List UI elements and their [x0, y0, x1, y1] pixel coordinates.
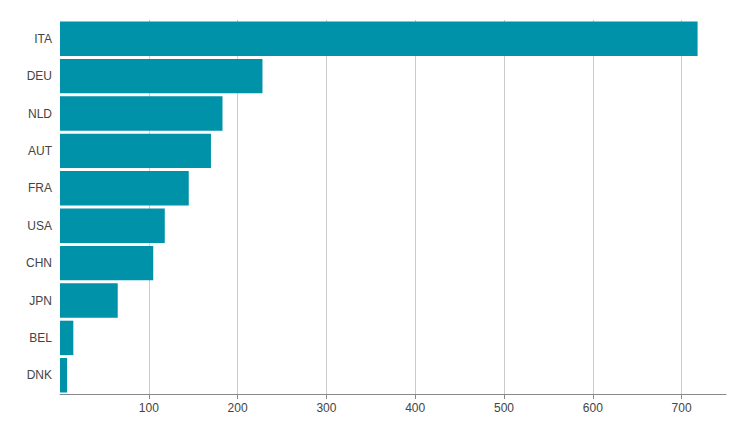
svg-text:700: 700: [672, 401, 692, 415]
svg-text:DEU: DEU: [27, 69, 52, 83]
svg-text:200: 200: [228, 401, 248, 415]
svg-text:600: 600: [583, 401, 603, 415]
svg-text:DNK: DNK: [27, 368, 52, 382]
svg-text:ITA: ITA: [34, 32, 52, 46]
svg-text:NLD: NLD: [28, 107, 52, 121]
svg-text:USA: USA: [27, 219, 52, 233]
svg-text:AUT: AUT: [28, 144, 53, 158]
svg-text:FRA: FRA: [28, 181, 52, 195]
svg-text:400: 400: [405, 401, 425, 415]
svg-text:CHN: CHN: [26, 256, 52, 270]
svg-text:500: 500: [494, 401, 514, 415]
svg-text:BEL: BEL: [29, 331, 52, 345]
svg-text:300: 300: [316, 401, 336, 415]
svg-text:100: 100: [139, 401, 159, 415]
svg-text:JPN: JPN: [29, 294, 52, 308]
